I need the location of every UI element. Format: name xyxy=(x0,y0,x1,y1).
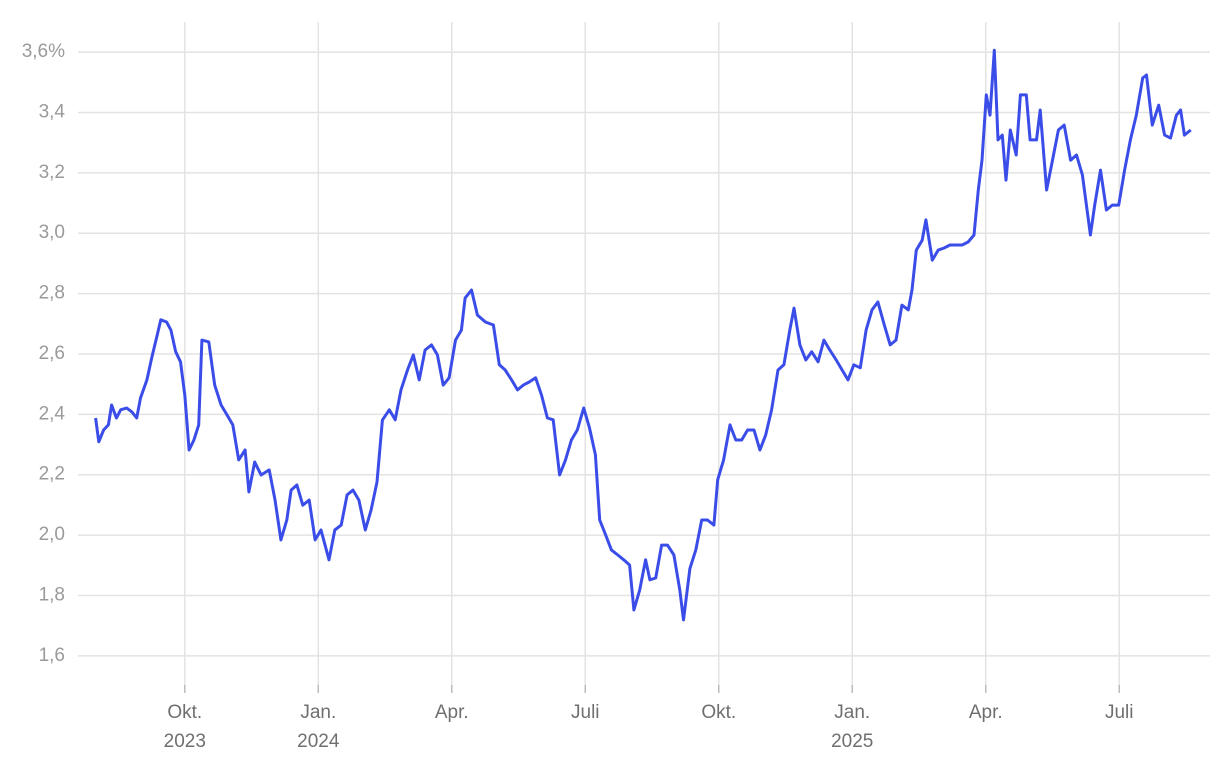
x-tick-label: Juli xyxy=(1105,702,1134,723)
y-tick-label: 3,2 xyxy=(39,162,65,183)
x-tick-year: 2023 xyxy=(164,731,206,752)
y-tick-label: 2,8 xyxy=(39,283,65,304)
y-tick-label: 2,4 xyxy=(39,403,66,424)
data-line xyxy=(94,48,1192,622)
y-tick-label: 3,0 xyxy=(39,222,65,243)
x-tick-label: Jan. xyxy=(834,702,870,723)
y-tick-label: 1,6 xyxy=(39,645,65,666)
x-tick-label: Okt. xyxy=(167,702,202,723)
y-tick-label: 2,0 xyxy=(39,524,65,545)
x-tick-label: Apr. xyxy=(969,702,1003,723)
x-tick-label: Jan. xyxy=(300,702,336,723)
y-tick-label: 3,4 xyxy=(39,101,66,122)
y-tick-label: 1,8 xyxy=(39,584,65,605)
y-tick-label: 2,2 xyxy=(39,464,65,485)
x-tick-label: Juli xyxy=(571,702,600,723)
y-tick-label: 2,6 xyxy=(39,343,65,364)
x-tick-year: 2025 xyxy=(831,731,873,752)
x-tick-label: Okt. xyxy=(701,702,736,723)
x-tick-label: Apr. xyxy=(435,702,469,723)
x-tick-year: 2024 xyxy=(297,731,340,752)
y-tick-label: 3,6% xyxy=(22,41,65,62)
